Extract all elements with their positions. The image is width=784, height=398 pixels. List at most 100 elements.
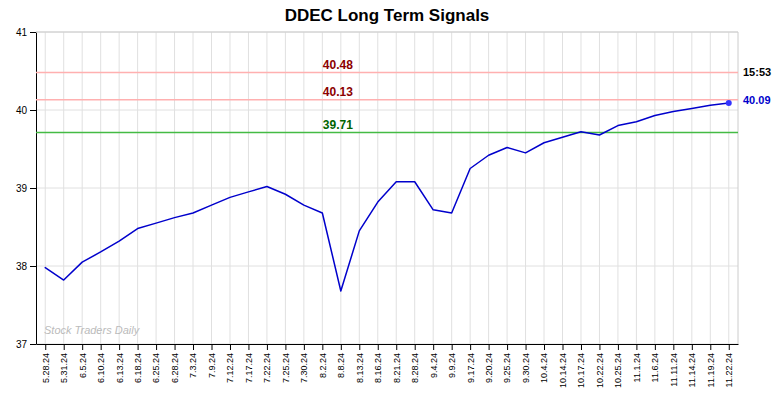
- tick-label: 7.12.24: [225, 353, 235, 383]
- tick-mark: [193, 344, 194, 350]
- tick: 8.13.24: [355, 344, 365, 383]
- tick: 10.25.24: [613, 344, 623, 388]
- grid-line: [36, 110, 738, 111]
- reference-label: 40.48: [323, 58, 353, 72]
- grid-line: [137, 32, 138, 344]
- tick: 7.9.24: [207, 344, 217, 378]
- tick-mark: [710, 344, 711, 350]
- tick: 11.19.24: [706, 344, 716, 387]
- tick-mark: [618, 344, 619, 350]
- tick: 39: [16, 183, 36, 194]
- annotation: 40.09: [743, 94, 771, 106]
- tick-label: 8.13.24: [355, 353, 365, 383]
- tick-label: 9.25.24: [502, 353, 512, 383]
- tick-mark: [248, 344, 249, 350]
- tick-mark: [415, 344, 416, 350]
- grid-line: [617, 32, 618, 344]
- tick-mark: [378, 344, 379, 350]
- watermark: Stock Traders Daily: [44, 324, 141, 336]
- tick-label: 7.3.24: [188, 353, 198, 378]
- tick: 6.18.24: [133, 344, 143, 383]
- grid-line: [36, 344, 738, 345]
- grid-line: [340, 32, 341, 344]
- grid-line: [414, 32, 415, 344]
- tick-mark: [563, 344, 564, 350]
- tick-label: 6.25.24: [151, 353, 161, 383]
- grid-line: [507, 32, 508, 344]
- y-axis: 3738394041: [16, 27, 37, 350]
- tick-label: 7.25.24: [281, 353, 291, 383]
- tick: 11.14.24: [687, 344, 697, 387]
- tick: 6.28.24: [170, 344, 180, 383]
- tick: 40: [16, 105, 36, 116]
- plot: Stock Traders Daily 5.28.24 5.31.24 6.5.24 6…: [16, 27, 771, 388]
- grid-line: [710, 32, 711, 344]
- tick: 9.9.24: [447, 344, 457, 378]
- tick: 8.21.24: [392, 344, 402, 383]
- tick-label: 7.9.24: [207, 353, 217, 378]
- tick-label: 39: [16, 183, 28, 194]
- tick-label: 10.25.24: [613, 353, 623, 388]
- tick-label: 6.28.24: [170, 353, 180, 383]
- tick: 6.10.24: [96, 344, 106, 383]
- grid-line: [488, 32, 489, 344]
- tick-mark: [175, 344, 176, 350]
- tick-mark: [119, 344, 120, 350]
- tick-label: 11.11.24: [669, 353, 679, 387]
- tick: 6.13.24: [115, 344, 125, 383]
- tick-label: 6.10.24: [96, 353, 106, 383]
- tick-label: 6.5.24: [78, 353, 88, 378]
- grid-line: [599, 32, 600, 344]
- grid-line: [525, 32, 526, 344]
- tick-label: 5.28.24: [41, 353, 51, 383]
- grid-line: [303, 32, 304, 344]
- reference-line: [36, 99, 738, 101]
- grid-line: [63, 32, 64, 344]
- tick: 11.1.24: [632, 344, 642, 382]
- tick-mark: [138, 344, 139, 350]
- grid-line: [248, 32, 249, 344]
- tick-label: 8.8.24: [336, 353, 346, 378]
- tick: 11.22.24: [724, 344, 734, 387]
- tick: 7.30.24: [299, 344, 309, 383]
- tick-mark: [341, 344, 342, 350]
- grid-line: [100, 32, 101, 344]
- tick-label: 11.1.24: [632, 353, 642, 382]
- grid-line: [266, 32, 267, 344]
- tick-mark: [30, 110, 36, 111]
- tick: 8.8.24: [336, 344, 346, 378]
- tick-mark: [673, 344, 674, 350]
- tick: 6.5.24: [78, 344, 88, 378]
- tick-label: 9.20.24: [484, 353, 494, 383]
- marks: [36, 73, 738, 291]
- grid-line: [451, 32, 452, 344]
- tick-label: 11.14.24: [687, 353, 697, 387]
- tick: 7.17.24: [244, 344, 254, 383]
- tick-label: 6.13.24: [115, 353, 125, 383]
- tick: 5.31.24: [59, 344, 69, 383]
- tick-label: 9.4.24: [429, 353, 439, 378]
- grid-line: [36, 266, 738, 267]
- tick: 37: [16, 339, 36, 350]
- tick: 8.28.24: [410, 344, 420, 383]
- reference-line: [36, 72, 738, 74]
- tick-mark: [304, 344, 305, 350]
- tick: 10.14.24: [558, 344, 568, 388]
- tick-mark: [433, 344, 434, 350]
- tick-mark: [489, 344, 490, 350]
- grid-line: [673, 32, 674, 344]
- chart: Stock Traders Daily 5.28.24 5.31.24 6.5.24 6…: [0, 0, 784, 398]
- grid-line: [229, 32, 230, 344]
- tick: 6.25.24: [151, 344, 161, 383]
- tick-mark: [729, 344, 730, 350]
- tick: 8.16.24: [373, 344, 383, 383]
- reference-label: 39.71: [323, 118, 353, 132]
- tick-label: 9.30.24: [521, 353, 531, 383]
- grid-line: [193, 32, 194, 344]
- grid-line: [211, 32, 212, 344]
- tick: 11.6.24: [650, 344, 660, 382]
- tick: 9.20.24: [484, 344, 494, 383]
- grid-line: [36, 188, 738, 189]
- tick: 11.11.24: [669, 344, 679, 387]
- tick-mark: [359, 344, 360, 350]
